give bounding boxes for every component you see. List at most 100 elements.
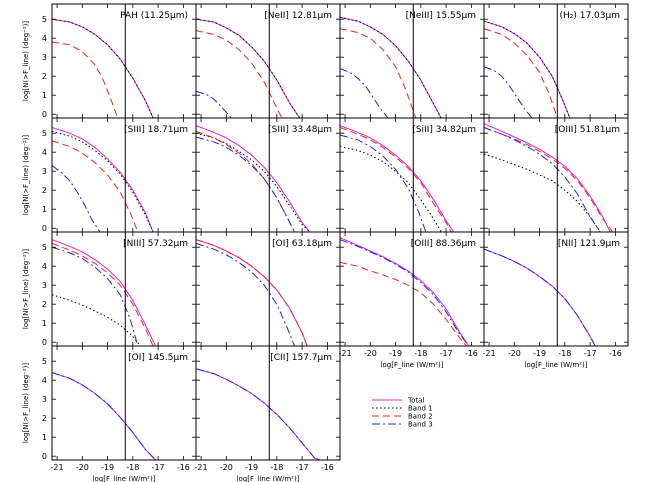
x-tick-label: -19 [245,463,258,472]
series-line-total [484,123,611,232]
series-line-band-2 [196,239,308,346]
panel-title: [NeII] 12.81μm [264,11,332,21]
y-tick-label: 1 [42,319,47,328]
series-line-total [196,239,308,346]
series-line-band-1 [484,20,571,118]
panel-frame [483,3,629,119]
panel-10: [OI] 63.18μm [195,231,341,347]
series-line-band-1 [52,130,154,232]
panel-title: [NII] 121.9μm [558,239,620,249]
series-line-band-2 [52,242,154,346]
y-tick-label: 4 [42,376,47,385]
x-tick-label: -18 [126,463,139,472]
legend-label: Band 2 [408,413,433,421]
panel-13: [OI] 145.5μm 0 1 2 3 4 5 log[N(>F_line) (deg⁻²)… [22,345,197,482]
series-line-band-2 [484,28,558,118]
panel-frame [195,345,341,461]
x-tick-label: -21 [483,349,496,358]
series-line-band-2 [52,41,119,118]
panel-frame [51,3,197,119]
y-tick-label: 3 [42,281,47,290]
x-tick-label: -20 [76,463,89,472]
y-axis-label: log[N(>F_line) (deg⁻²)] [22,363,30,444]
panel-title: [OIII] 88.36μm [411,239,476,249]
y-tick-label: 4 [42,262,47,271]
y-axis-label: log[N(>F_line) (deg⁻²)] [22,249,30,330]
series-line-band-3 [52,372,156,460]
y-tick-label: 5 [42,15,47,24]
panel-frame [339,231,485,347]
panel-1: PAH (11.25μm) 0 1 2 3 4 5 log[N(>F_line) (deg⁻²… [22,3,197,119]
series-line-band-3 [196,368,320,460]
panel-frame [195,231,341,347]
panel-frame [195,3,341,119]
x-tick-label: -20 [508,349,521,358]
panel-frame [483,231,629,347]
x-tick-label: -18 [270,463,283,472]
x-tick-label: -16 [177,463,190,472]
y-tick-label: 3 [42,53,47,62]
series-line-total [196,125,311,232]
panel-title: [OI] 145.5μm [128,353,188,363]
legend-label: Band 1 [408,405,433,413]
y-tick-label: 5 [42,357,47,366]
x-tick-label: -17 [296,463,309,472]
series-line-band-3 [340,134,427,232]
x-tick-label: -19 [101,463,114,472]
panel-title: (H₂) 17.03μm [559,11,620,21]
series-line-total [340,125,455,232]
series-line-band-1 [340,16,442,118]
y-tick-label: 1 [42,91,47,100]
series-line-band-3 [340,239,470,346]
panel-title: [SIII] 33.48μm [268,125,332,135]
series-line-total [196,368,320,460]
x-tick-label: -16 [609,349,622,358]
y-tick-label: 4 [42,148,47,157]
x-tick-label: -18 [414,349,427,358]
panel-9: [NIII] 57.32μm 0 1 2 3 4 5 log[N(>F_line) (deg⁻… [22,231,197,347]
x-tick-label: -18 [558,349,571,358]
series-line-band-3 [484,248,596,346]
series-line-band-1 [52,294,141,346]
panel-frame [339,3,485,119]
series-line-total [340,237,470,346]
x-axis-label: log[F_line (W/m²)] [525,361,588,369]
series-line-band-3 [52,165,101,232]
y-tick-label: 0 [42,224,47,233]
series-line-band-3 [52,246,139,346]
y-tick-label: 5 [42,129,47,138]
x-tick-label: -21 [51,463,64,472]
series-line-total [52,372,156,460]
panel-title: [NIII] 57.32μm [123,239,188,249]
legend-label: Band 3 [408,421,433,429]
x-tick-label: -17 [584,349,597,358]
y-axis-label: log[N(>F_line) (deg⁻²)] [22,135,30,216]
series-line-total [52,18,154,118]
x-axis-label: log[F_line (W/m²)] [381,361,444,369]
x-tick-label: -19 [389,349,402,358]
x-tick-label: -17 [152,463,165,472]
series-line-total [484,248,596,346]
panel-5: [SIII] 18.71μm 0 1 2 3 4 5 log[N(>F_line) (deg⁻… [22,117,197,233]
legend-label: Total [407,397,424,405]
y-tick-label: 3 [42,167,47,176]
y-tick-label: 2 [42,414,47,423]
series-line-band-1 [196,132,311,232]
panel-7: [SiII] 34.82μm [339,117,485,233]
y-axis-label: log[N(>F_line) (deg⁻²)] [22,21,30,102]
series-line-band-2 [196,130,295,232]
x-tick-label: -21 [339,349,352,358]
panel-11: [OIII] 88.36μm -21 -20 -19 -18 -17 -16 log[F_li… [339,231,485,369]
y-tick-label: 1 [42,205,47,214]
panel-6: [SIII] 33.48μm [195,117,341,233]
panel-8: [OIII] 51.81μm [483,117,629,233]
x-tick-label: -17 [440,349,453,358]
panel-2: [NeII] 12.81μm [195,3,341,119]
y-tick-label: 4 [42,34,47,43]
series-line-total [52,127,154,232]
panel-frame [339,117,485,233]
series-line-band-3 [484,66,533,118]
x-tick-label: -20 [220,463,233,472]
y-tick-label: 1 [42,433,47,442]
